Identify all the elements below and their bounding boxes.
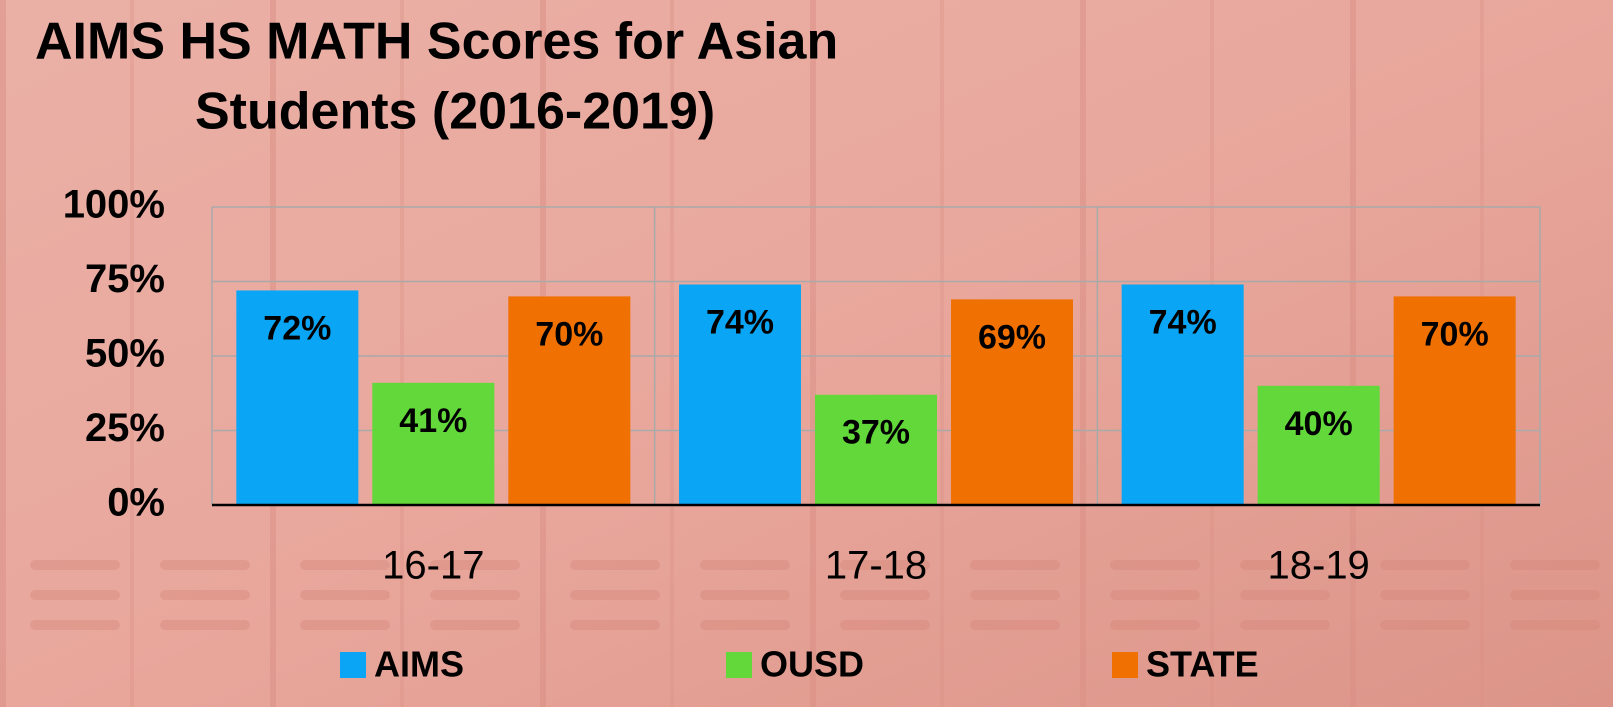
data-label: 40% xyxy=(1285,405,1353,443)
bar xyxy=(1393,296,1516,505)
data-label: 41% xyxy=(399,402,467,440)
bar xyxy=(679,284,801,505)
bar xyxy=(1257,385,1380,505)
data-label: 70% xyxy=(1421,315,1489,353)
bar xyxy=(508,296,631,505)
y-tick-label: 75% xyxy=(85,257,165,301)
bar xyxy=(815,394,937,505)
y-tick-label: 25% xyxy=(85,406,165,450)
data-label: 72% xyxy=(263,309,331,347)
x-tick-label: 18-19 xyxy=(1268,544,1370,588)
chart-title: AIMS HS MATH Scores for Asian xyxy=(35,13,838,71)
chart-title: Students (2016-2019) xyxy=(195,83,715,141)
legend-label: OUSD xyxy=(760,644,864,685)
legend-swatch xyxy=(1112,652,1138,678)
legend-swatch xyxy=(726,652,752,678)
x-tick-label: 17-18 xyxy=(825,544,927,588)
bar xyxy=(1121,284,1244,505)
y-tick-label: 50% xyxy=(85,332,165,376)
bar xyxy=(372,382,495,505)
x-tick-label: 16-17 xyxy=(382,544,484,588)
y-tick-label: 0% xyxy=(107,481,165,525)
data-label: 37% xyxy=(842,414,910,452)
legend-label: AIMS xyxy=(374,644,464,685)
bar xyxy=(951,299,1073,505)
data-label: 70% xyxy=(535,315,603,353)
data-label: 74% xyxy=(1149,303,1217,341)
legend-label: STATE xyxy=(1146,644,1259,685)
y-tick-label: 100% xyxy=(63,183,165,227)
data-label: 74% xyxy=(706,303,774,341)
bar xyxy=(236,290,359,505)
legend-swatch xyxy=(340,652,366,678)
data-label: 69% xyxy=(978,318,1046,356)
